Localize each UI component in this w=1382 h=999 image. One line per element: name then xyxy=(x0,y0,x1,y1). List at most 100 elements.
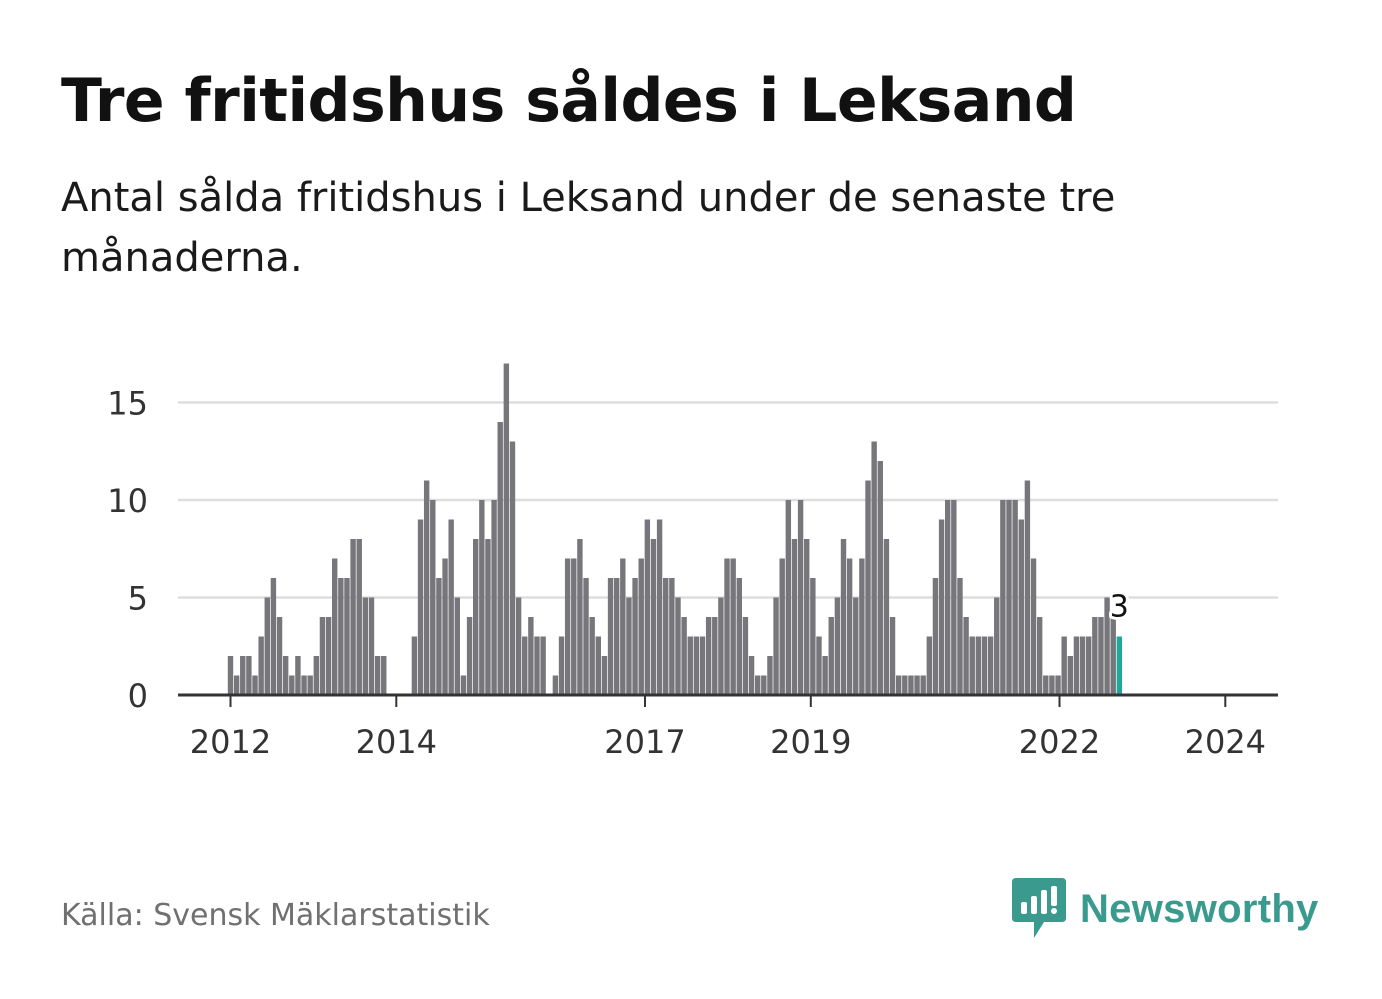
bar xyxy=(1006,500,1012,695)
bar xyxy=(515,597,522,695)
bar xyxy=(705,617,712,695)
bar xyxy=(1061,636,1067,695)
bar xyxy=(558,636,565,695)
bar xyxy=(638,558,644,695)
y-tick-label: 15 xyxy=(107,385,148,423)
bar xyxy=(1024,480,1031,695)
bar xyxy=(246,656,252,695)
bar xyxy=(491,500,497,695)
bar xyxy=(914,675,920,695)
bar xyxy=(436,578,442,695)
bar xyxy=(381,656,387,695)
bar xyxy=(895,675,902,695)
bar xyxy=(748,656,755,695)
bar xyxy=(632,578,638,695)
bar xyxy=(344,578,350,695)
bar xyxy=(865,480,871,695)
bar xyxy=(417,519,424,695)
bar xyxy=(767,656,773,695)
bar xyxy=(270,578,277,695)
bar xyxy=(319,617,326,695)
bar xyxy=(258,636,264,695)
bar xyxy=(791,539,798,695)
bar xyxy=(969,636,975,695)
bar xyxy=(675,597,681,695)
bar xyxy=(938,519,945,695)
bar xyxy=(479,500,485,695)
bar xyxy=(350,539,356,695)
bar xyxy=(460,675,467,695)
source-note: Källa: Svensk Mäklarstatistik xyxy=(61,898,490,933)
y-tick-label: 0 xyxy=(128,677,148,715)
bar xyxy=(951,500,957,695)
bar xyxy=(877,461,883,695)
bar xyxy=(840,539,847,695)
bar xyxy=(613,578,620,695)
bar xyxy=(374,656,381,695)
bar xyxy=(522,636,528,695)
bar xyxy=(601,656,608,695)
bar xyxy=(742,617,749,695)
y-tick-label: 5 xyxy=(128,580,148,618)
bar xyxy=(411,636,418,695)
bar xyxy=(430,500,436,695)
bar xyxy=(785,500,792,695)
bar xyxy=(368,597,375,695)
bar xyxy=(644,519,651,695)
bar xyxy=(926,636,933,695)
bar xyxy=(325,617,332,695)
bar xyxy=(994,597,1000,695)
bar xyxy=(889,617,896,695)
newsworthy-logo: Newsworthy xyxy=(1012,878,1319,940)
bar xyxy=(1018,519,1024,695)
bar xyxy=(1098,617,1104,695)
bar xyxy=(540,636,546,695)
bar xyxy=(718,597,724,695)
bar xyxy=(1043,675,1049,695)
bar xyxy=(871,441,877,695)
bar xyxy=(724,558,730,695)
bar xyxy=(497,422,503,695)
bar xyxy=(485,539,491,695)
bar xyxy=(466,617,473,695)
bar xyxy=(853,597,859,695)
bar xyxy=(932,578,939,695)
bar xyxy=(289,675,295,695)
bar xyxy=(1030,558,1037,695)
x-tick-label: 2017 xyxy=(604,723,685,761)
bar xyxy=(957,578,963,695)
bar xyxy=(1086,636,1092,695)
brand-name: Newsworthy xyxy=(1080,886,1319,931)
bar xyxy=(1073,636,1080,695)
bar xyxy=(773,597,779,695)
bar xyxy=(834,597,841,695)
bar xyxy=(313,656,320,695)
bar xyxy=(1055,675,1061,695)
bar-chart: 0 5 10 15 2012 2014 2017 2019 2022 2024 3 xyxy=(107,363,1278,761)
bar xyxy=(240,656,246,695)
bar xyxy=(1110,617,1116,695)
bar xyxy=(356,539,362,695)
bar xyxy=(528,617,534,695)
x-tick-label: 2014 xyxy=(356,723,437,761)
bar xyxy=(693,636,700,695)
bar xyxy=(699,636,706,695)
bar xyxy=(282,656,289,695)
bar xyxy=(1067,656,1074,695)
bar xyxy=(663,578,669,695)
bar xyxy=(712,617,718,695)
chart-title: Tre fritidshus såldes i Leksand xyxy=(61,66,1077,136)
bar xyxy=(859,558,865,695)
bar xyxy=(902,675,908,695)
bar xyxy=(307,675,313,695)
bar xyxy=(503,363,510,695)
bar xyxy=(252,675,258,695)
bar xyxy=(448,519,454,695)
bar xyxy=(681,617,687,695)
bar xyxy=(730,558,736,695)
bar xyxy=(981,636,988,695)
bar xyxy=(1000,500,1006,695)
bar xyxy=(945,500,951,695)
bar xyxy=(276,617,283,695)
bar-highlight xyxy=(1116,636,1123,695)
